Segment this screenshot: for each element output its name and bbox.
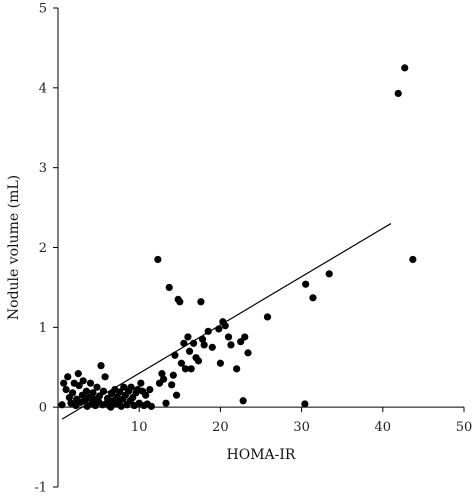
data-point (120, 383, 128, 391)
data-point (147, 402, 155, 410)
y-axis-title: Nodule volume (mL) (6, 175, 22, 320)
data-point (146, 386, 154, 394)
data-point (197, 298, 205, 306)
data-point (176, 298, 184, 306)
data-point (154, 255, 162, 264)
y-tick-label: 3 (39, 161, 47, 176)
data-point (117, 402, 125, 410)
data-point (187, 365, 195, 373)
data-point (409, 255, 417, 264)
data-point (168, 381, 176, 389)
data-point (142, 391, 150, 399)
data-point (263, 313, 272, 321)
data-point (62, 386, 70, 394)
data-point (171, 351, 179, 359)
y-tick-label: 2 (39, 241, 47, 256)
data-point (101, 373, 109, 381)
x-tick-label: 10 (131, 420, 148, 435)
y-tick-label: 5 (39, 2, 47, 17)
data-point (158, 370, 166, 378)
data-point (74, 370, 82, 378)
data-point (184, 333, 192, 341)
data-point (185, 347, 194, 355)
data-point (200, 341, 208, 349)
y-tick-label: 1 (39, 321, 47, 336)
data-point (181, 365, 190, 373)
x-tick-label: 40 (375, 420, 392, 435)
data-point (86, 379, 95, 387)
data-point (85, 393, 93, 402)
trend-line (61, 223, 392, 420)
data-point (239, 397, 247, 405)
data-point (159, 375, 168, 383)
data-point (69, 389, 77, 397)
data-point (215, 325, 223, 333)
data-point (165, 283, 173, 292)
data-point (194, 357, 203, 365)
data-point (177, 359, 186, 367)
data-point (244, 349, 252, 357)
data-point (180, 339, 188, 347)
data-point (79, 377, 87, 385)
data-point (60, 379, 68, 387)
data-point (169, 371, 177, 379)
data-point (216, 359, 224, 367)
data-point (224, 333, 233, 341)
data-point (190, 339, 198, 347)
data-point (204, 327, 212, 335)
y-tick-label: 0 (39, 401, 47, 416)
data-point (95, 392, 104, 400)
data-point (93, 383, 101, 391)
y-tick-label: 4 (39, 81, 47, 96)
data-point (172, 391, 181, 399)
x-tick-label: 30 (293, 420, 310, 435)
data-point (401, 64, 409, 72)
data-point (64, 373, 72, 381)
data-point (127, 383, 135, 391)
data-points (58, 64, 417, 411)
data-point (97, 362, 105, 370)
data-point (302, 280, 310, 288)
data-point (394, 89, 402, 98)
data-point (233, 365, 241, 373)
data-point (116, 388, 124, 396)
x-tick-label: 20 (212, 420, 229, 435)
data-point (227, 341, 235, 349)
data-point (99, 387, 108, 395)
x-tick-label: 50 (456, 420, 473, 435)
y-tick-label: -1 (34, 481, 47, 496)
data-point (75, 382, 83, 390)
data-point (301, 400, 309, 408)
data-point (137, 379, 145, 387)
data-point (221, 322, 229, 330)
data-point (325, 270, 333, 278)
axes: -1 0 1 2 3 4 5 10 20 30 40 50 (34, 2, 472, 496)
data-point (237, 338, 245, 346)
data-point (208, 343, 216, 351)
data-point (82, 387, 91, 395)
x-axis-title: HOMA-IR (227, 447, 296, 463)
data-point (89, 389, 97, 397)
data-point (58, 401, 66, 409)
data-point (241, 333, 249, 341)
data-point (103, 394, 112, 402)
data-point (309, 294, 317, 302)
data-point (162, 399, 170, 407)
data-point (198, 335, 207, 343)
trend-line-group (61, 223, 392, 420)
